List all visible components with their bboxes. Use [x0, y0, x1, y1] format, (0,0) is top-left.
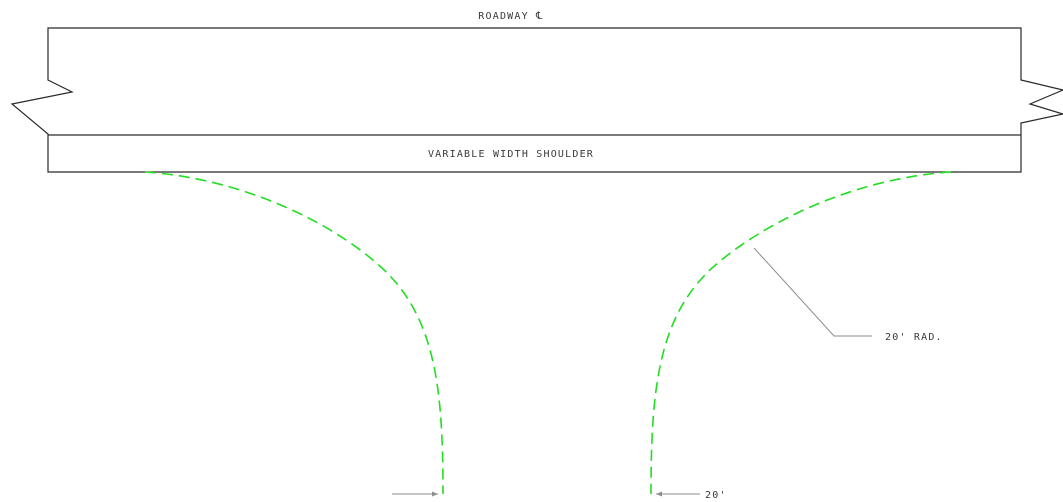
right-dimension-arrow [656, 491, 700, 497]
right-curb-return [650, 171, 952, 495]
radius-label: 20' RAD. [885, 332, 943, 343]
shoulder-label: VARIABLE WIDTH SHOULDER [428, 149, 594, 160]
roadway-centerline-label: ROADWAY ℄ [478, 11, 543, 22]
left-curb-return [144, 171, 444, 495]
width-dimension-label: 20' [705, 490, 727, 501]
roadway-outline [10, 27, 1063, 173]
radius-leader-line [753, 247, 872, 337]
left-dimension-arrow [392, 491, 438, 497]
